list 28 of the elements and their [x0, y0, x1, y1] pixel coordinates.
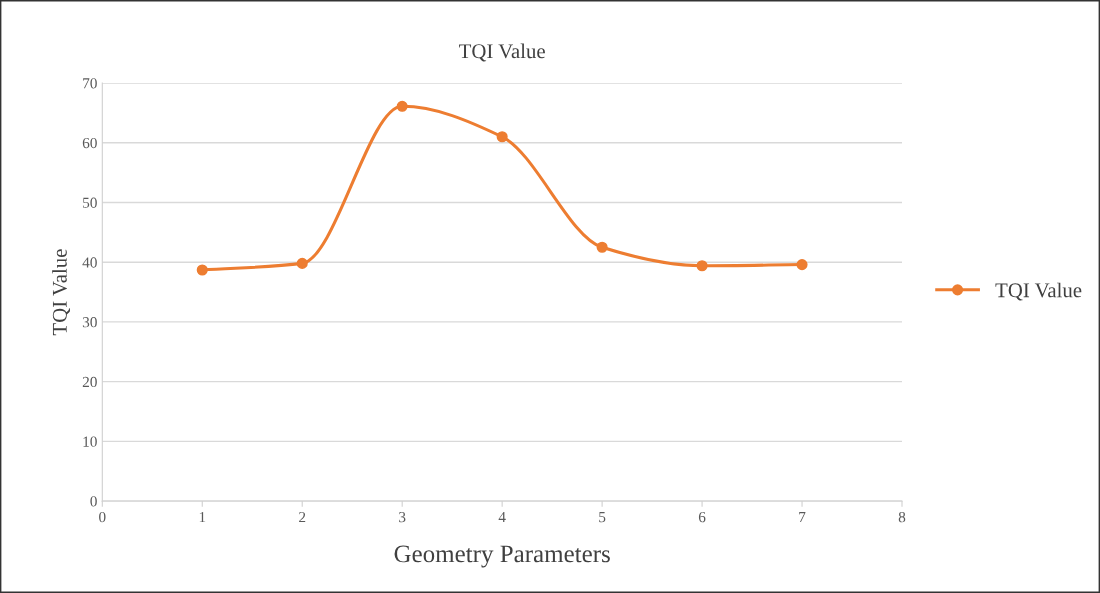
- y-axis-title: TQI Value: [52, 249, 70, 336]
- x-tick-label: 8: [898, 511, 906, 523]
- x-tick-label: 4: [498, 512, 506, 523]
- x-tick-label: 1: [199, 512, 206, 523]
- y-tick-label: 0: [90, 496, 97, 507]
- point: [296, 257, 308, 269]
- y-tick-label: 40: [82, 257, 97, 268]
- x-tick-label: 3: [399, 511, 406, 523]
- y-tick-label: 50: [83, 197, 97, 208]
- y-tick-label: 10: [83, 436, 97, 447]
- legend-label: TQI Value: [995, 282, 1082, 301]
- chart-title: TQI Value: [459, 43, 545, 62]
- y-tick-label: 20: [82, 376, 97, 388]
- point: [496, 131, 508, 143]
- y-tick-label: 60: [82, 137, 97, 149]
- x-tick-label: 5: [599, 512, 606, 523]
- point: [596, 241, 608, 253]
- y-tick-label: 70: [83, 78, 97, 89]
- x-tick-label: 0: [99, 511, 106, 523]
- x-tick-label: 2: [299, 511, 306, 523]
- x-tick-label: 6: [698, 511, 706, 523]
- x-axis-title: Geometry Parameters: [394, 545, 610, 568]
- point: [196, 264, 208, 276]
- point: [396, 100, 408, 112]
- y-tick-label: 30: [82, 317, 97, 328]
- x-tick-label: 7: [799, 512, 806, 523]
- point: [696, 260, 708, 272]
- point: [796, 259, 808, 271]
